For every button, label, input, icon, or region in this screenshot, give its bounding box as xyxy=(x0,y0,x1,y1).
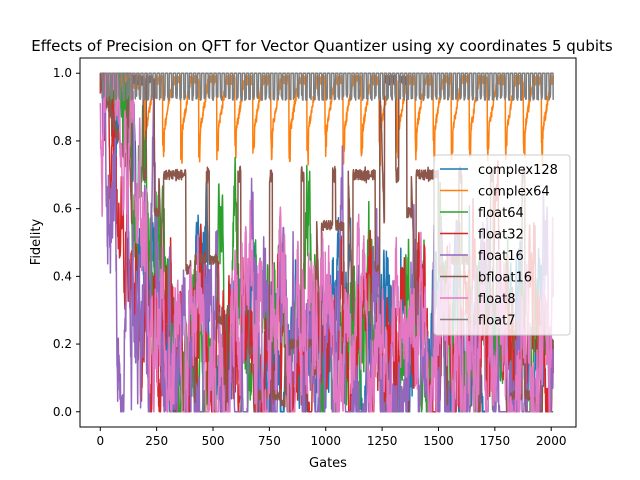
legend-label-complex64: complex64 xyxy=(478,185,550,200)
legend-label-float8: float8 xyxy=(478,292,515,307)
y-axis: 0.0 0.2 0.4 0.6 0.8 1.0 xyxy=(53,66,80,419)
y-tick-label: 0.2 xyxy=(53,337,72,351)
x-tick-label: 500 xyxy=(202,434,225,448)
legend-label-float7: float7 xyxy=(478,314,515,329)
series-line-float8 xyxy=(99,72,554,413)
legend-label-complex128: complex128 xyxy=(478,163,558,178)
y-tick-label: 0.8 xyxy=(53,134,72,148)
series-layer xyxy=(99,72,554,413)
x-tick-label: 1500 xyxy=(423,434,454,448)
y-axis-label: Fidelity xyxy=(29,218,44,265)
x-tick-label: 0 xyxy=(96,434,104,448)
x-tick-label: 1250 xyxy=(367,434,398,448)
legend: complex128 complex64 float64 float32 float16… xyxy=(433,154,571,336)
x-tick-label: 2000 xyxy=(536,434,567,448)
x-axis-label: Gates xyxy=(309,456,347,471)
plot-frame xyxy=(79,57,577,428)
legend-label-float64: float64 xyxy=(478,206,524,221)
series-line-float7 xyxy=(99,72,554,102)
x-axis: 0 250 500 750 1000 1250 1500 1750 2000 xyxy=(96,427,566,448)
legend-label-float32: float32 xyxy=(478,228,524,243)
y-tick-label: 0.4 xyxy=(53,269,72,283)
y-tick-label: 0.6 xyxy=(53,202,72,216)
x-tick-label: 250 xyxy=(145,434,168,448)
legend-label-float16: float16 xyxy=(478,249,524,264)
legend-box xyxy=(433,154,571,336)
x-tick-label: 750 xyxy=(258,434,281,448)
x-tick-label: 1750 xyxy=(480,434,511,448)
x-tick-label: 1000 xyxy=(310,434,341,448)
chart-title: Effects of Precision on QFT for Vector Q… xyxy=(31,37,613,55)
y-tick-label: 0.0 xyxy=(53,405,72,419)
legend-label-bfloat16: bfloat16 xyxy=(478,271,532,286)
y-tick-label: 1.0 xyxy=(53,66,72,80)
